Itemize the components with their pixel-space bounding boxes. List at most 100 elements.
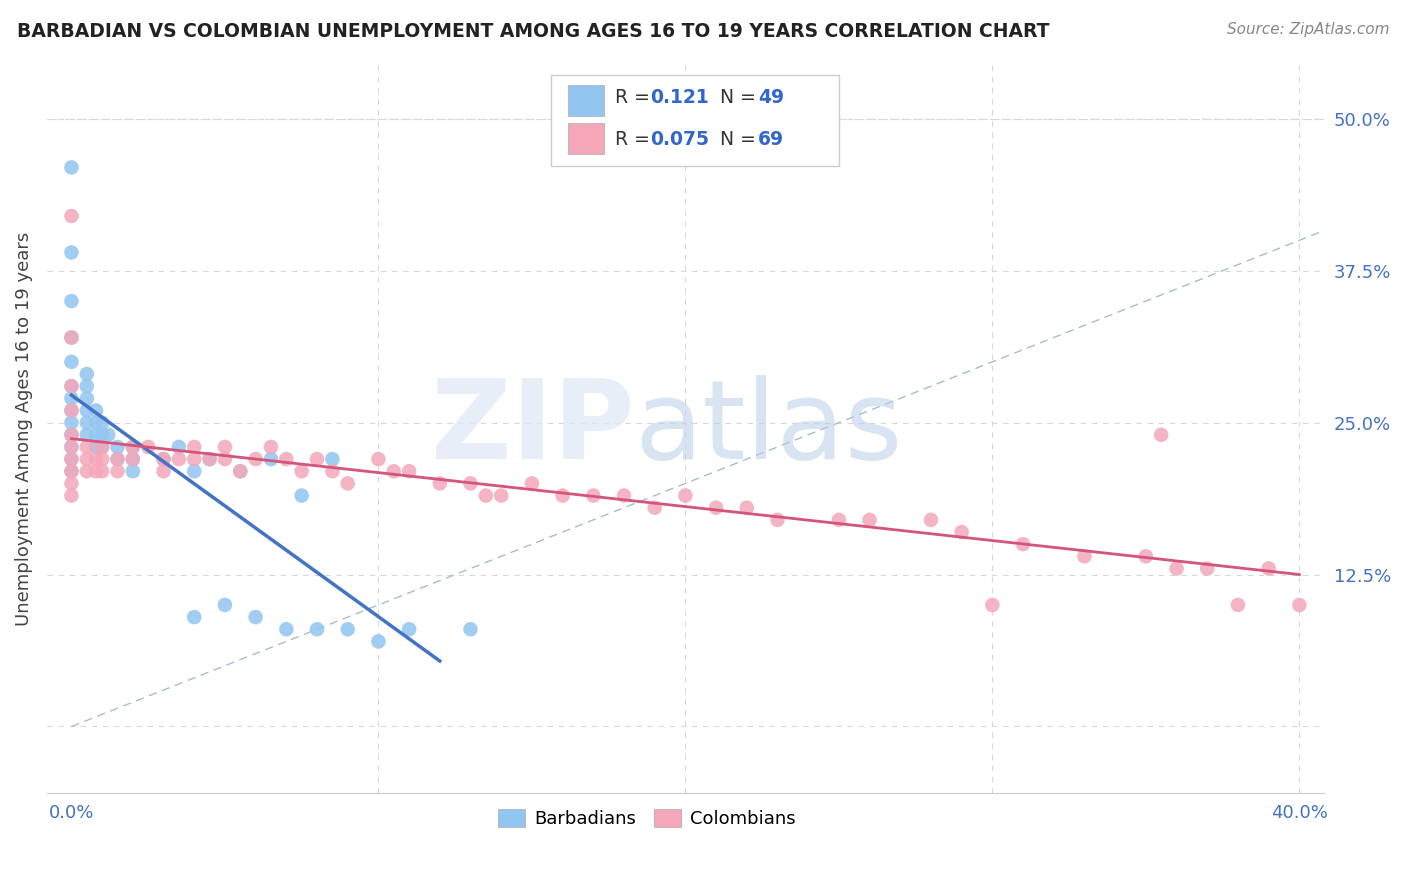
Point: [460, 622, 482, 636]
Point: [1135, 549, 1157, 564]
Point: [276, 452, 298, 467]
Point: [229, 464, 252, 478]
Point: [60, 489, 83, 503]
FancyBboxPatch shape: [551, 75, 838, 166]
Text: ZIP: ZIP: [432, 376, 634, 483]
Y-axis label: Unemployment Among Ages 16 to 19 years: Unemployment Among Ages 16 to 19 years: [15, 232, 32, 626]
Point: [291, 464, 314, 478]
Point: [60, 416, 83, 430]
Point: [1150, 427, 1173, 442]
Point: [76, 464, 98, 478]
Point: [60, 209, 83, 223]
Legend: Barbadians, Colombians: Barbadians, Colombians: [491, 802, 803, 836]
Text: atlas: atlas: [634, 376, 903, 483]
Point: [920, 513, 942, 527]
Point: [336, 476, 359, 491]
Point: [60, 330, 83, 344]
Point: [198, 452, 221, 467]
Text: BARBADIAN VS COLOMBIAN UNEMPLOYMENT AMONG AGES 16 TO 19 YEARS CORRELATION CHART: BARBADIAN VS COLOMBIAN UNEMPLOYMENT AMON…: [17, 22, 1049, 41]
Point: [429, 476, 451, 491]
Point: [60, 392, 83, 406]
Point: [520, 476, 543, 491]
Point: [828, 513, 851, 527]
Point: [398, 464, 420, 478]
Point: [91, 452, 114, 467]
Point: [398, 622, 420, 636]
Point: [97, 427, 120, 442]
Point: [60, 403, 83, 417]
Point: [489, 489, 512, 503]
Text: 49: 49: [758, 88, 785, 107]
Point: [91, 427, 114, 442]
Text: 0.121: 0.121: [650, 88, 709, 107]
Point: [276, 622, 298, 636]
Point: [107, 464, 129, 478]
Point: [107, 452, 129, 467]
Text: 0.075: 0.075: [650, 129, 709, 149]
Point: [91, 440, 114, 454]
Point: [84, 464, 107, 478]
Point: [84, 427, 107, 442]
Point: [152, 464, 174, 478]
Point: [76, 427, 98, 442]
Point: [84, 403, 107, 417]
Point: [704, 500, 727, 515]
Point: [60, 452, 83, 467]
Point: [60, 245, 83, 260]
Point: [214, 452, 236, 467]
Point: [60, 379, 83, 393]
Point: [152, 452, 174, 467]
Point: [167, 452, 190, 467]
Point: [91, 416, 114, 430]
Text: Source: ZipAtlas.com: Source: ZipAtlas.com: [1226, 22, 1389, 37]
Point: [60, 355, 83, 369]
Point: [214, 598, 236, 612]
Point: [475, 489, 498, 503]
Point: [367, 452, 389, 467]
Point: [382, 464, 405, 478]
Point: [367, 634, 389, 648]
Point: [91, 464, 114, 478]
Point: [245, 610, 267, 624]
Point: [198, 452, 221, 467]
Point: [76, 367, 98, 381]
Point: [245, 452, 267, 467]
Point: [136, 440, 159, 454]
Point: [121, 440, 143, 454]
Point: [84, 452, 107, 467]
Text: N =: N =: [709, 129, 762, 149]
Point: [644, 500, 666, 515]
Point: [1197, 561, 1219, 575]
Point: [673, 489, 696, 503]
Point: [305, 452, 328, 467]
Point: [229, 464, 252, 478]
Bar: [568, 85, 603, 116]
Point: [76, 392, 98, 406]
Point: [613, 489, 636, 503]
Point: [107, 452, 129, 467]
Point: [183, 464, 205, 478]
Point: [766, 513, 789, 527]
Point: [60, 427, 83, 442]
Point: [167, 440, 190, 454]
Point: [582, 489, 605, 503]
Point: [121, 452, 143, 467]
Point: [735, 500, 758, 515]
Point: [84, 416, 107, 430]
Point: [1288, 598, 1310, 612]
Point: [321, 452, 343, 467]
Point: [107, 440, 129, 454]
Point: [214, 440, 236, 454]
Point: [260, 440, 283, 454]
Point: [121, 464, 143, 478]
Point: [1257, 561, 1279, 575]
Point: [1166, 561, 1188, 575]
Bar: [568, 123, 603, 154]
Point: [76, 416, 98, 430]
Point: [121, 440, 143, 454]
Point: [152, 452, 174, 467]
Point: [291, 489, 314, 503]
Point: [305, 622, 328, 636]
Point: [336, 622, 359, 636]
Point: [950, 524, 973, 539]
